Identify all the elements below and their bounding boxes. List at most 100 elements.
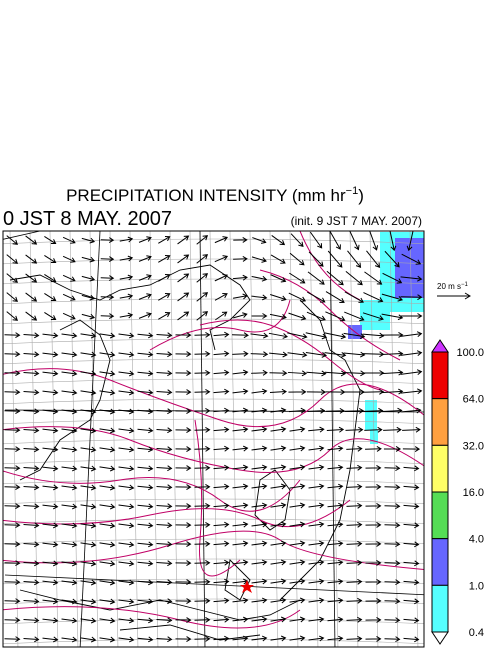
wind-vector <box>61 636 78 643</box>
wind-vector <box>363 292 384 303</box>
wind-vector <box>308 464 325 471</box>
coastline <box>19 589 301 621</box>
wind-vector <box>23 522 40 529</box>
wind-vector <box>213 559 230 566</box>
wind-vector <box>346 597 363 604</box>
wind-vector <box>4 427 21 434</box>
wind-vector <box>4 598 21 605</box>
wind-vector <box>327 483 344 490</box>
wind-vector <box>100 294 115 301</box>
wind-vector <box>365 636 382 642</box>
wind-vector <box>61 370 78 377</box>
wind-vector <box>61 446 78 453</box>
wind-vector <box>251 407 268 414</box>
wind-vector <box>213 331 230 338</box>
wind-vector <box>119 293 134 300</box>
wind-vector <box>156 427 173 434</box>
wind-vector <box>4 408 21 415</box>
wind-vector <box>270 616 287 623</box>
contour <box>3 470 301 512</box>
wind-vector <box>213 616 230 623</box>
wind-vector <box>214 274 229 282</box>
wind-vector <box>326 407 345 414</box>
wind-vector <box>288 292 307 302</box>
wind-vector <box>42 370 59 377</box>
wind-vector <box>99 636 116 643</box>
wind-vector <box>175 446 192 452</box>
wind-vector <box>289 426 306 433</box>
wind-vector <box>194 521 211 528</box>
wind-vector <box>80 617 97 624</box>
wind-vector <box>349 231 360 251</box>
wind-vector <box>196 254 209 264</box>
wind-vector <box>381 350 404 357</box>
wind-vector <box>268 332 288 339</box>
wind-vector <box>232 445 249 452</box>
wind-vector <box>23 560 40 567</box>
wind-vector <box>118 541 135 548</box>
vector-scale-label: 20 m s−1 <box>437 282 469 291</box>
wind-vector <box>137 408 154 415</box>
wind-vector <box>99 332 116 339</box>
wind-vector <box>42 579 59 586</box>
wind-vector <box>327 445 344 452</box>
wind-vector <box>25 254 38 264</box>
wind-vector <box>232 635 249 642</box>
wind-vector <box>384 503 401 510</box>
wind-vector <box>175 598 192 604</box>
wind-vector <box>42 522 59 529</box>
wind-vector <box>23 332 40 339</box>
wind-vector <box>175 484 192 490</box>
wind-vector <box>327 559 344 566</box>
wind-vector <box>175 617 192 623</box>
wind-vector <box>232 407 249 414</box>
wind-vector <box>233 312 248 319</box>
meridian <box>189 231 199 647</box>
wind-vector <box>156 408 173 415</box>
wind-vector <box>400 350 423 356</box>
wind-vector <box>287 351 308 358</box>
wind-vector <box>327 250 343 268</box>
wind-vector <box>214 292 228 301</box>
wind-vector <box>4 446 21 453</box>
wind-vector <box>384 541 401 548</box>
wind-vector <box>305 332 328 340</box>
wind-vector <box>23 408 40 415</box>
wind-vector <box>81 294 96 301</box>
wind-vector <box>306 311 326 322</box>
wind-vector <box>23 446 40 453</box>
wind-vector <box>400 294 423 301</box>
wind-vector <box>232 483 249 490</box>
precip-patch <box>365 400 377 430</box>
wind-vector <box>118 636 135 643</box>
wind-vector <box>23 389 40 396</box>
wind-vector <box>196 235 209 245</box>
wind-vector <box>23 351 40 358</box>
wind-vector <box>61 579 78 586</box>
wind-vector <box>324 351 347 358</box>
wind-vector <box>175 503 192 509</box>
wind-vector <box>42 427 59 434</box>
wind-vector <box>365 541 382 547</box>
colorbar-label: 100.0 <box>456 347 484 359</box>
location-star <box>240 580 254 593</box>
wind-vector <box>137 560 154 567</box>
wind-vector <box>23 427 40 434</box>
wind-vector <box>251 597 268 604</box>
wind-vector <box>344 389 365 395</box>
wind-vector <box>4 332 21 339</box>
wind-vector <box>346 540 363 547</box>
graticule-major <box>3 231 41 240</box>
valid-time: 0 JST 8 MAY. 2007 <box>3 208 172 230</box>
title-main: PRECIPITATION INTENSITY (mm hr <box>66 186 346 205</box>
wind-vector <box>365 445 382 452</box>
wind-vector <box>81 237 96 244</box>
wind-vector <box>308 502 325 509</box>
wind-vector <box>42 351 59 358</box>
wind-vector <box>158 274 171 282</box>
wind-vector <box>400 369 423 376</box>
wind-vector <box>175 332 192 338</box>
wind-vector <box>177 254 190 264</box>
parallel <box>3 278 424 285</box>
meridian <box>269 231 279 647</box>
